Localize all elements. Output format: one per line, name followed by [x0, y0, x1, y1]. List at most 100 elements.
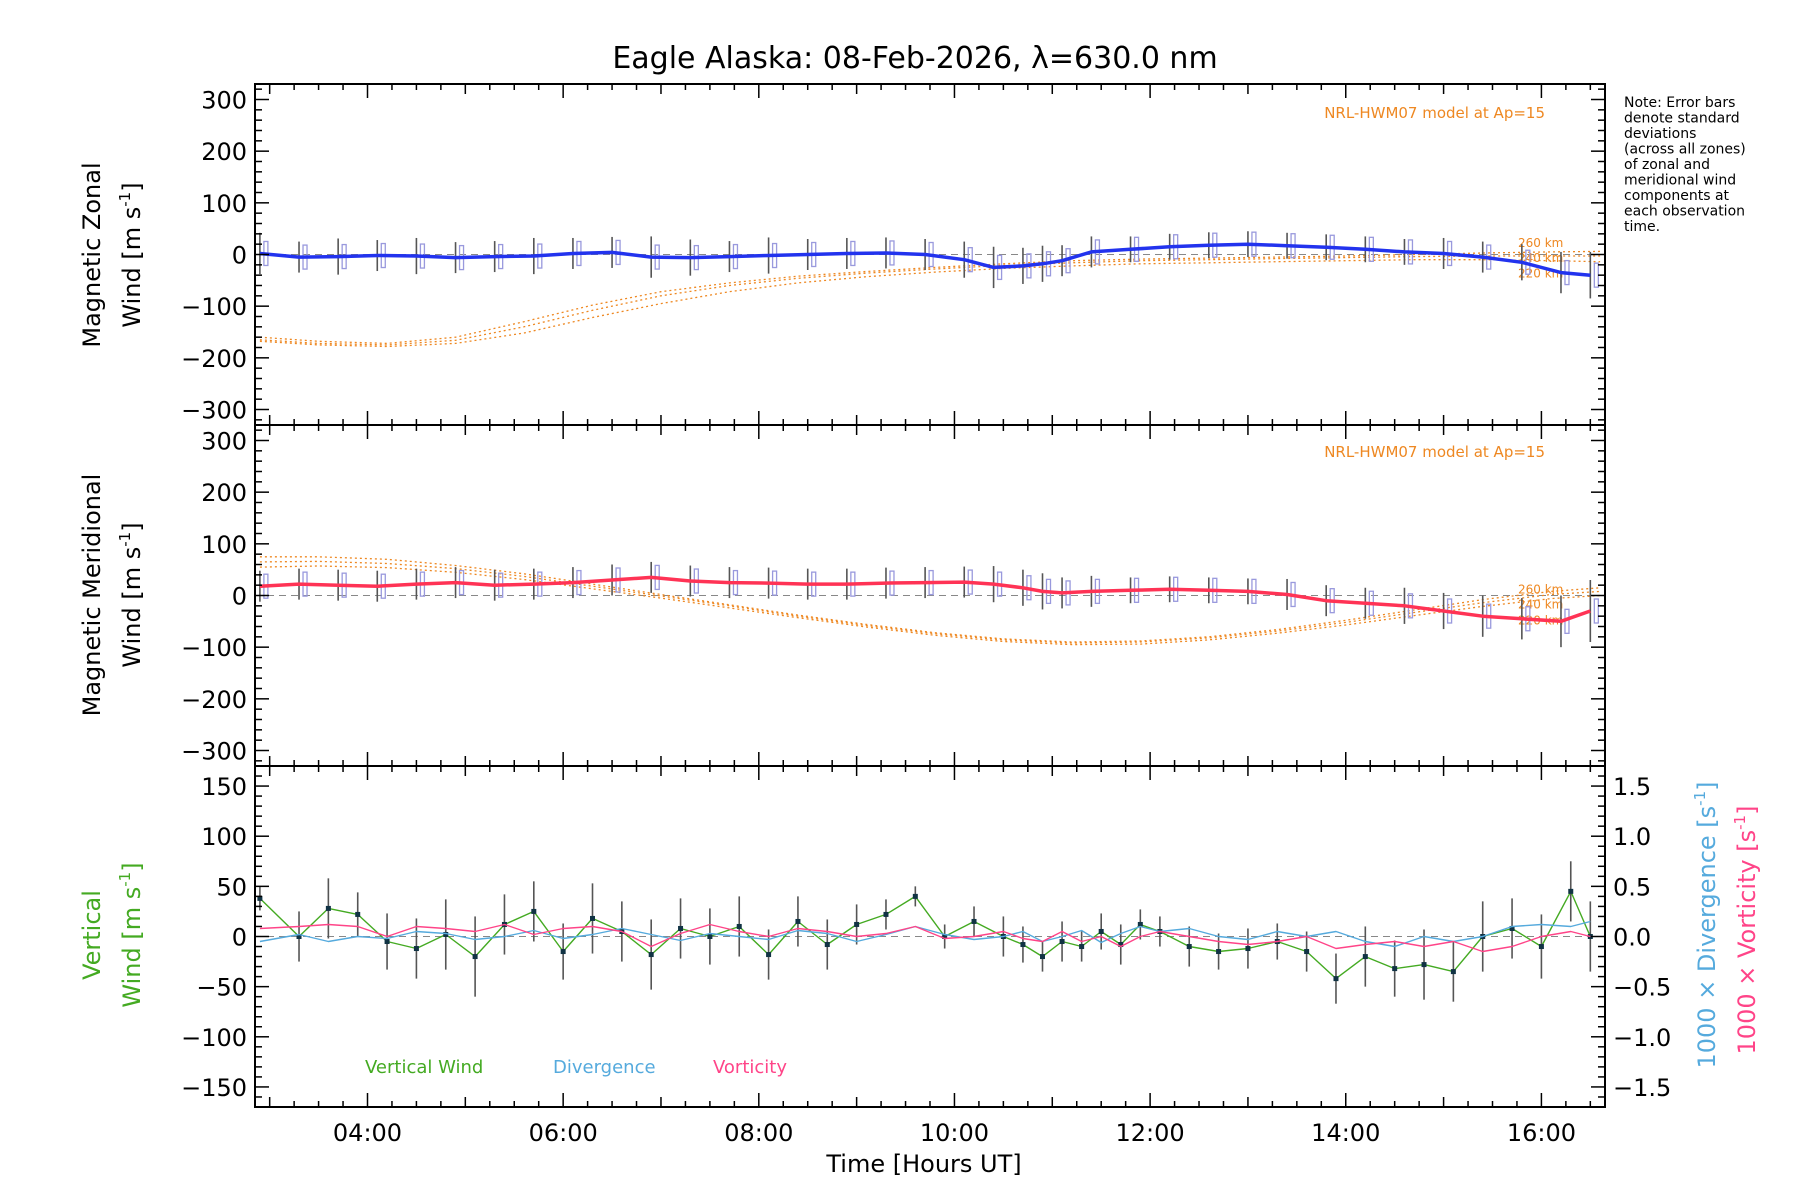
data-point	[1098, 928, 1104, 934]
series-line-vertical-wind	[259, 890, 1591, 980]
xtick-label: 10:00	[920, 1119, 989, 1147]
data-point	[736, 923, 742, 929]
ylabel-vertical-line1: Vertical	[78, 890, 106, 980]
data-point	[854, 921, 860, 927]
y2tick-label: −1.0	[1613, 1024, 1671, 1052]
y2tick-label: 1.0	[1613, 823, 1651, 851]
data-point	[472, 954, 478, 960]
data-point	[413, 946, 419, 952]
series-line-zonal-wind	[259, 242, 1591, 277]
data-point	[707, 934, 713, 939]
legend-vorticity: Vorticity	[713, 1057, 787, 1078]
data-point	[1568, 888, 1574, 894]
data-point	[1304, 949, 1310, 955]
xtick-label: 04:00	[333, 1119, 402, 1147]
zone-point	[1593, 262, 1599, 288]
chart-title: Eagle Alaska: 08-Feb-2026, λ=630.0 nm	[612, 41, 1217, 76]
data-point	[795, 918, 801, 924]
data-point	[912, 893, 918, 899]
xtick-label: 08:00	[724, 1119, 793, 1147]
data-point	[325, 905, 331, 911]
data-point	[1450, 969, 1456, 975]
x-axis-label: Time [Hours UT]	[825, 1150, 1021, 1178]
ylabel-zonal-line1: Magnetic Zonal	[78, 162, 106, 347]
data-point	[1587, 934, 1593, 939]
data-point	[1509, 925, 1515, 931]
ylabel-vertical: Vertical Wind [m s-1]	[78, 862, 146, 1007]
note-line: Note: Error bars	[1624, 95, 1735, 111]
note-line: of zonal and	[1624, 157, 1710, 173]
data-point	[1186, 944, 1192, 950]
y2tick-label: 0.0	[1613, 924, 1651, 952]
y2label-vorticity: 1000 × Vorticity [s-1]	[1731, 806, 1761, 1055]
data-point	[766, 952, 772, 958]
ytick-label: 300	[201, 87, 247, 115]
ylabel-zonal: Magnetic Zonal Wind [m s-1]	[78, 162, 146, 347]
ylabel-meridional: Magnetic Meridional Wind [m s-1]	[78, 474, 146, 717]
xtick-label: 06:00	[529, 1119, 598, 1147]
note-line: time.	[1624, 219, 1660, 235]
ytick-label: 200	[201, 138, 247, 166]
data-point	[824, 942, 830, 948]
data-point	[355, 911, 361, 917]
series-line-meridional-wind	[259, 575, 1591, 624]
zone-point	[1593, 598, 1599, 624]
data-point	[1137, 921, 1143, 927]
ytick-label: 0	[232, 924, 247, 952]
data-point	[590, 915, 595, 921]
ylabel-vertical-line2: Wind [m s-1]	[116, 862, 146, 1007]
y2tick-label: 1.5	[1613, 773, 1651, 801]
note-line: deviations	[1624, 126, 1696, 142]
model-label-meridional: NRL-HWM07 model at Ap=15	[1324, 443, 1545, 461]
y2label-vorticity-text: 1000 × Vorticity [s-1]	[1731, 806, 1761, 1055]
note-line: (across all zones)	[1624, 142, 1746, 158]
ytick-label: −50	[196, 974, 247, 1002]
y2label-divergence-text: 1000 × Divergence [s-1]	[1691, 781, 1721, 1068]
xtick-label: 14:00	[1311, 1119, 1380, 1147]
series-line-vorticity	[259, 923, 1591, 953]
note-line: denote standard	[1624, 111, 1740, 127]
data-point	[1245, 946, 1251, 952]
data-point	[1538, 944, 1544, 950]
ytick-label: 100	[201, 531, 247, 559]
data-point	[531, 908, 537, 914]
y2tick-label: −1.5	[1613, 1074, 1671, 1102]
ytick-label: −200	[181, 686, 247, 714]
model-curve-260km	[259, 250, 1601, 345]
note-line: meridional wind	[1624, 173, 1736, 189]
data-point	[883, 911, 889, 917]
data-point	[1079, 944, 1085, 950]
data-point	[942, 934, 948, 939]
data-point	[1362, 954, 1368, 960]
ytick-label: −100	[181, 1024, 247, 1052]
ytick-label: 100	[201, 823, 247, 851]
data-point	[257, 895, 263, 901]
y2label-divergence: 1000 × Divergence [s-1]	[1691, 781, 1721, 1068]
data-point	[1059, 939, 1065, 945]
data-point	[1333, 976, 1339, 982]
panel-vertical: Vertical Wind [m s-1] 1000 × Divergence …	[78, 765, 1761, 1178]
data-point	[648, 952, 654, 958]
model-curve-260km	[259, 556, 1601, 643]
y2tick-label: −0.5	[1613, 974, 1671, 1002]
ytick-label: 200	[201, 479, 247, 507]
panel-meridional: NRL-HWM07 model at Ap=15 Magnetic Meridi…	[78, 424, 1606, 767]
legend-vertical-wind: Vertical Wind	[365, 1057, 483, 1078]
y2tick-label: 0.5	[1613, 873, 1651, 901]
ytick-label: −300	[181, 397, 247, 425]
note-line: components at	[1624, 188, 1730, 204]
ytick-label: 50	[216, 873, 247, 901]
data-point	[560, 949, 566, 955]
ytick-label: −100	[181, 293, 247, 321]
ytick-label: −200	[181, 345, 247, 373]
ytick-label: 150	[201, 773, 247, 801]
xtick-label: 12:00	[1116, 1119, 1185, 1147]
ytick-label: 300	[201, 428, 247, 456]
model-curve-240km	[259, 560, 1601, 644]
data-point	[971, 918, 977, 924]
ytick-label: 0	[232, 242, 247, 270]
data-point	[1020, 942, 1026, 948]
data-point	[1118, 942, 1124, 948]
